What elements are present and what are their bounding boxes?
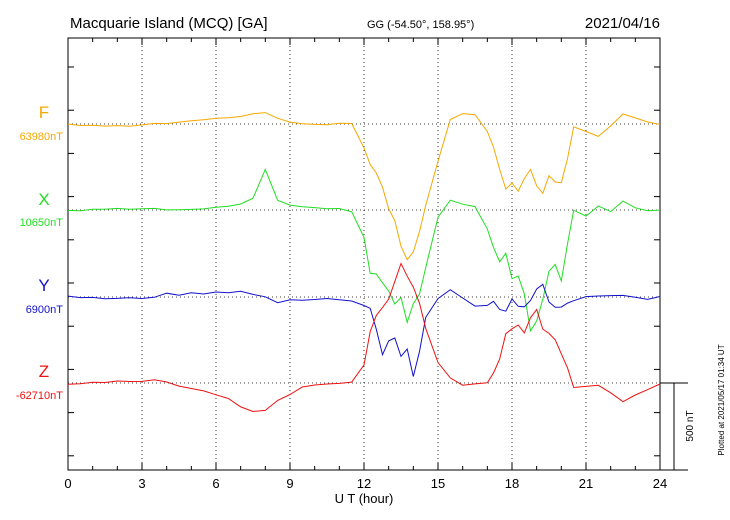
series-baseline-value-z: -62710nT	[16, 390, 63, 402]
grid-lines	[141, 38, 587, 470]
x-tick-label: 6	[212, 476, 219, 491]
series-name-f: F	[39, 103, 49, 122]
series-lines	[67, 112, 661, 413]
series-baselines	[68, 123, 660, 384]
series-line-y	[67, 283, 661, 377]
series-labels: F 63980nT X 10650nT Y 6900nT Z -62710nT	[16, 103, 63, 402]
series-line-f	[67, 112, 661, 261]
scale-bar-label: 500 nT	[685, 410, 696, 441]
series-name-y: Y	[38, 276, 49, 295]
plotted-timestamp: Plotted at 2021/05/17 01:34 UT	[717, 344, 726, 455]
scale-bar: 500 nT	[660, 382, 696, 471]
x-tick-label: 15	[431, 476, 445, 491]
series-line-x	[67, 168, 661, 333]
x-tick-label: 24	[653, 476, 667, 491]
x-tick-label: 0	[64, 476, 71, 491]
series-name-z: Z	[39, 362, 49, 381]
plot-date: 2021/04/16	[585, 15, 660, 32]
x-tick-label: 3	[138, 476, 145, 491]
x-tick-label: 18	[505, 476, 519, 491]
series-name-x: X	[38, 190, 49, 209]
station-title: Macquarie Island (MCQ) [GA]	[70, 15, 268, 32]
axis-ticks	[67, 38, 661, 470]
series-line-z	[67, 262, 661, 413]
x-axis-label: U T (hour)	[335, 491, 394, 506]
x-tick-label: 21	[579, 476, 593, 491]
x-tick-labels: 0 3 6 9 12 15 18 21 24	[64, 476, 667, 491]
x-tick-label: 9	[286, 476, 293, 491]
series-baseline-value-f: 63980nT	[20, 131, 64, 143]
series-baseline-value-y: 6900nT	[26, 304, 64, 316]
station-coords: GG (-54.50°, 158.95°)	[367, 19, 474, 31]
x-tick-label: 12	[357, 476, 371, 491]
series-baseline-value-x: 10650nT	[20, 217, 64, 229]
